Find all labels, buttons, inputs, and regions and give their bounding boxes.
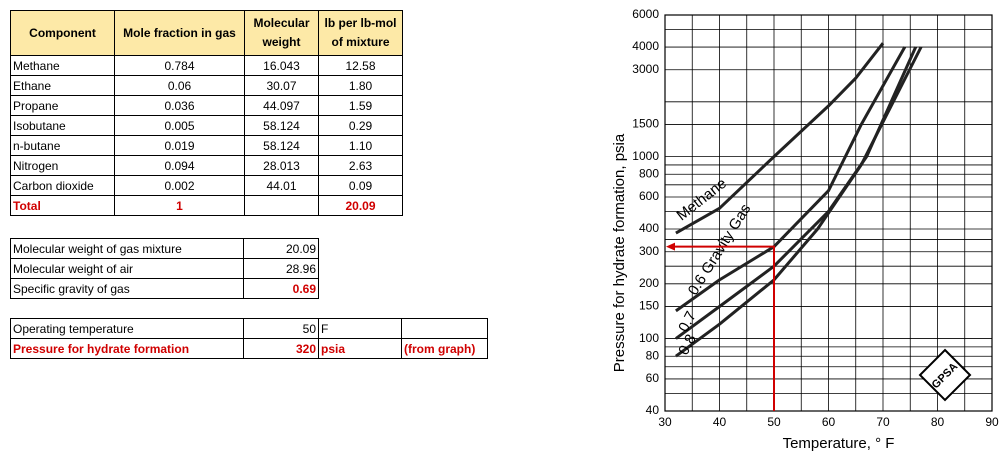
cell: 2.63	[318, 155, 403, 176]
cell: 58.124	[244, 115, 319, 136]
cell: Total	[10, 195, 115, 216]
cell: 44.097	[244, 95, 319, 116]
y-tick-label: 800	[639, 166, 659, 180]
x-axis-label: Temperature, ° F	[783, 435, 895, 452]
cell: 30.07	[244, 75, 319, 96]
y-tick-label: 150	[639, 299, 659, 313]
cell: 0.784	[114, 55, 245, 76]
cell: 0.019	[114, 135, 245, 156]
curve	[675, 42, 885, 235]
y-axis-label: Pressure for hydrate formation, psia	[611, 133, 628, 372]
cell: 44.01	[244, 175, 319, 196]
cell: psia	[318, 338, 402, 359]
cell: 1.10	[318, 135, 403, 156]
y-tick-label: 1000	[632, 149, 659, 163]
cell: Nitrogen	[10, 155, 115, 176]
row: Nitrogen 0.094 28.013 2.63	[10, 155, 403, 176]
y-tick-label: 1500	[632, 117, 659, 131]
cell: Propane	[10, 95, 115, 116]
cell: 16.043	[244, 55, 319, 76]
cell: n-butane	[10, 135, 115, 156]
cell: Pressure for hydrate formation	[10, 338, 244, 359]
cell: 0.29	[318, 115, 403, 136]
cell	[401, 318, 488, 339]
logo-diamond	[918, 348, 972, 402]
row: Propane 0.036 44.097 1.59	[10, 95, 403, 116]
cell: 0.094	[114, 155, 245, 176]
y-tick-label: 3000	[632, 62, 659, 76]
cell: 1	[114, 195, 245, 216]
cell: F	[318, 318, 402, 339]
gravity-table: Molecular weight of gas mixture 20.09 Mol…	[10, 238, 319, 299]
row: Isobutane 0.005 58.124 0.29	[10, 115, 403, 136]
cell: 1.80	[318, 75, 403, 96]
curve	[675, 46, 923, 358]
operating-table: Operating temperature 50 F Pressure for hy…	[10, 318, 488, 359]
y-tick-label: 40	[646, 403, 660, 417]
cell: 0.69	[243, 278, 319, 299]
cell	[244, 195, 319, 216]
cell: Ethane	[10, 75, 115, 96]
cell: 28.96	[243, 258, 319, 279]
cell: 0.005	[114, 115, 245, 136]
curve-label: 0.7	[675, 309, 700, 335]
cell: 50	[243, 318, 319, 339]
row: Ethane 0.06 30.07 1.80	[10, 75, 403, 96]
y-tick-label: 4000	[632, 39, 659, 53]
curve	[675, 46, 907, 313]
cell: 28.013	[244, 155, 319, 176]
cell: 0.09	[318, 175, 403, 196]
y-tick-label: 100	[639, 331, 659, 345]
row: Carbon dioxide 0.002 44.01 0.09	[10, 175, 403, 196]
y-tick-label: 300	[639, 244, 659, 258]
cell: 0.036	[114, 95, 245, 116]
components-table: Component Mole fraction in gas Molecular…	[10, 10, 403, 216]
cell: Carbon dioxide	[10, 175, 115, 196]
y-tick-label: 200	[639, 276, 659, 290]
cell: 20.09	[243, 238, 319, 259]
cell: 58.124	[244, 135, 319, 156]
header: lb per lb-mol of mixture	[318, 10, 403, 56]
x-tick-label: 50	[767, 415, 781, 429]
cell: Methane	[10, 55, 115, 76]
x-tick-label: 90	[985, 415, 999, 429]
total-row: Total 1 20.09	[10, 195, 403, 216]
x-tick-label: 80	[931, 415, 945, 429]
x-tick-label: 70	[876, 415, 890, 429]
header: Component	[10, 10, 115, 56]
plot-frame	[664, 14, 993, 412]
y-tick-label: 600	[639, 189, 659, 203]
cell: (from graph)	[401, 338, 488, 359]
cell: Molecular weight of gas mixture	[10, 238, 244, 259]
x-tick-label: 30	[658, 415, 672, 429]
cell: 1.59	[318, 95, 403, 116]
cell: 320	[243, 338, 319, 359]
cell: 0.002	[114, 175, 245, 196]
header: Molecular weight	[244, 10, 319, 56]
x-tick-label: 60	[822, 415, 836, 429]
y-tick-label: 400	[639, 221, 659, 235]
arrow-head	[666, 242, 675, 251]
cell: Specific gravity of gas	[10, 278, 244, 299]
reading-line	[671, 245, 775, 411]
cell: Molecular weight of air	[10, 258, 244, 279]
cell: 0.06	[114, 75, 245, 96]
row: n-butane 0.019 58.124 1.10	[10, 135, 403, 156]
cell: 12.58	[318, 55, 403, 76]
header: Mole fraction in gas	[114, 10, 245, 56]
y-tick-label: 80	[646, 348, 660, 362]
cell: Isobutane	[10, 115, 115, 136]
x-tick-label: 40	[713, 415, 727, 429]
y-tick-label: 60	[646, 371, 660, 385]
cell: 20.09	[318, 195, 403, 216]
row: Methane 0.784 16.043 12.58	[10, 55, 403, 76]
cell: Operating temperature	[10, 318, 244, 339]
y-tick-label: 6000	[632, 7, 659, 21]
